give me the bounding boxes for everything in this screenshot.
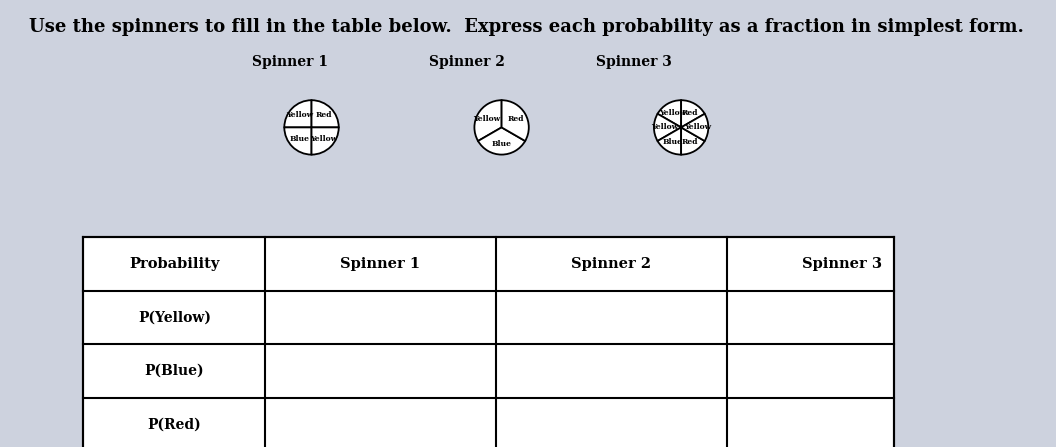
Text: Yellow: Yellow [473,115,501,123]
Text: Red: Red [508,115,525,123]
Text: Yellow: Yellow [650,123,678,131]
Wedge shape [502,100,529,141]
Wedge shape [681,100,704,127]
Wedge shape [312,100,339,127]
Text: Blue: Blue [289,135,309,143]
Wedge shape [681,127,704,155]
FancyBboxPatch shape [83,237,893,447]
Text: Yellow: Yellow [684,123,712,131]
Wedge shape [658,100,681,127]
Text: Red: Red [315,111,332,119]
Text: Spinner 2: Spinner 2 [429,55,505,69]
Wedge shape [284,100,312,127]
Text: Spinner 1: Spinner 1 [340,257,420,271]
Text: Red: Red [681,138,698,146]
Text: Blue: Blue [663,138,682,146]
Wedge shape [312,127,339,155]
Text: Spinner 3: Spinner 3 [596,55,672,69]
Wedge shape [284,127,312,155]
Text: Spinner 1: Spinner 1 [251,55,327,69]
Text: P(Blue): P(Blue) [145,364,204,378]
Text: Probability: Probability [129,257,220,271]
Text: Use the spinners to fill in the table below.  Express each probability as a frac: Use the spinners to fill in the table be… [30,18,1024,36]
Text: P(Red): P(Red) [148,417,202,432]
Wedge shape [658,127,681,155]
Text: P(Yellow): P(Yellow) [138,310,211,325]
Text: Blue: Blue [492,140,511,148]
Wedge shape [478,127,525,155]
Wedge shape [474,100,502,141]
Text: Yellow: Yellow [659,109,686,117]
Text: Spinner 2: Spinner 2 [571,257,652,271]
Text: Yellow: Yellow [286,111,314,119]
Wedge shape [654,114,681,141]
Text: Red: Red [681,109,698,117]
Text: Spinner 3: Spinner 3 [803,257,882,271]
Text: Yellow: Yellow [309,135,337,143]
Wedge shape [681,114,709,141]
